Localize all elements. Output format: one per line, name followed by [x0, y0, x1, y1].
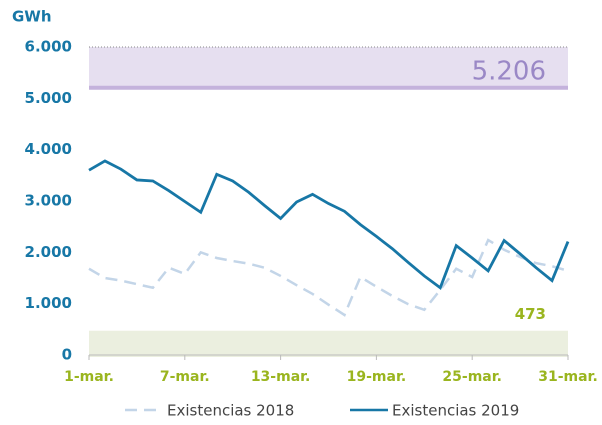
series-line: [88, 238, 569, 317]
series-line: [88, 159, 570, 290]
band-label: 5.206: [472, 57, 546, 87]
x-tick-label: 25-mar.: [442, 369, 502, 385]
y-tick-label: 1.000: [25, 294, 72, 312]
y-tick-label: 2.000: [25, 243, 72, 261]
y-tick-label: 4.000: [25, 140, 72, 158]
x-tick-label: 1-mar.: [64, 369, 114, 385]
band: [89, 47, 568, 88]
y-tick-label: 5.000: [25, 89, 72, 107]
band: [89, 330, 568, 355]
x-tick-label: 19-mar.: [347, 369, 407, 385]
legend-label: Existencias 2018: [167, 402, 294, 420]
y-axis-label: GWh: [12, 8, 52, 26]
y-tick-label: 6.000: [25, 38, 72, 56]
y-tick-label: 0: [62, 346, 72, 364]
legend-label: Existencias 2019: [392, 402, 519, 420]
y-tick-label: 3.000: [25, 192, 72, 210]
x-tick-label: 31-mar.: [538, 369, 598, 385]
x-tick-label: 13-mar.: [251, 369, 311, 385]
band-label: 473: [515, 305, 546, 323]
x-tick-label: 7-mar.: [160, 369, 210, 385]
